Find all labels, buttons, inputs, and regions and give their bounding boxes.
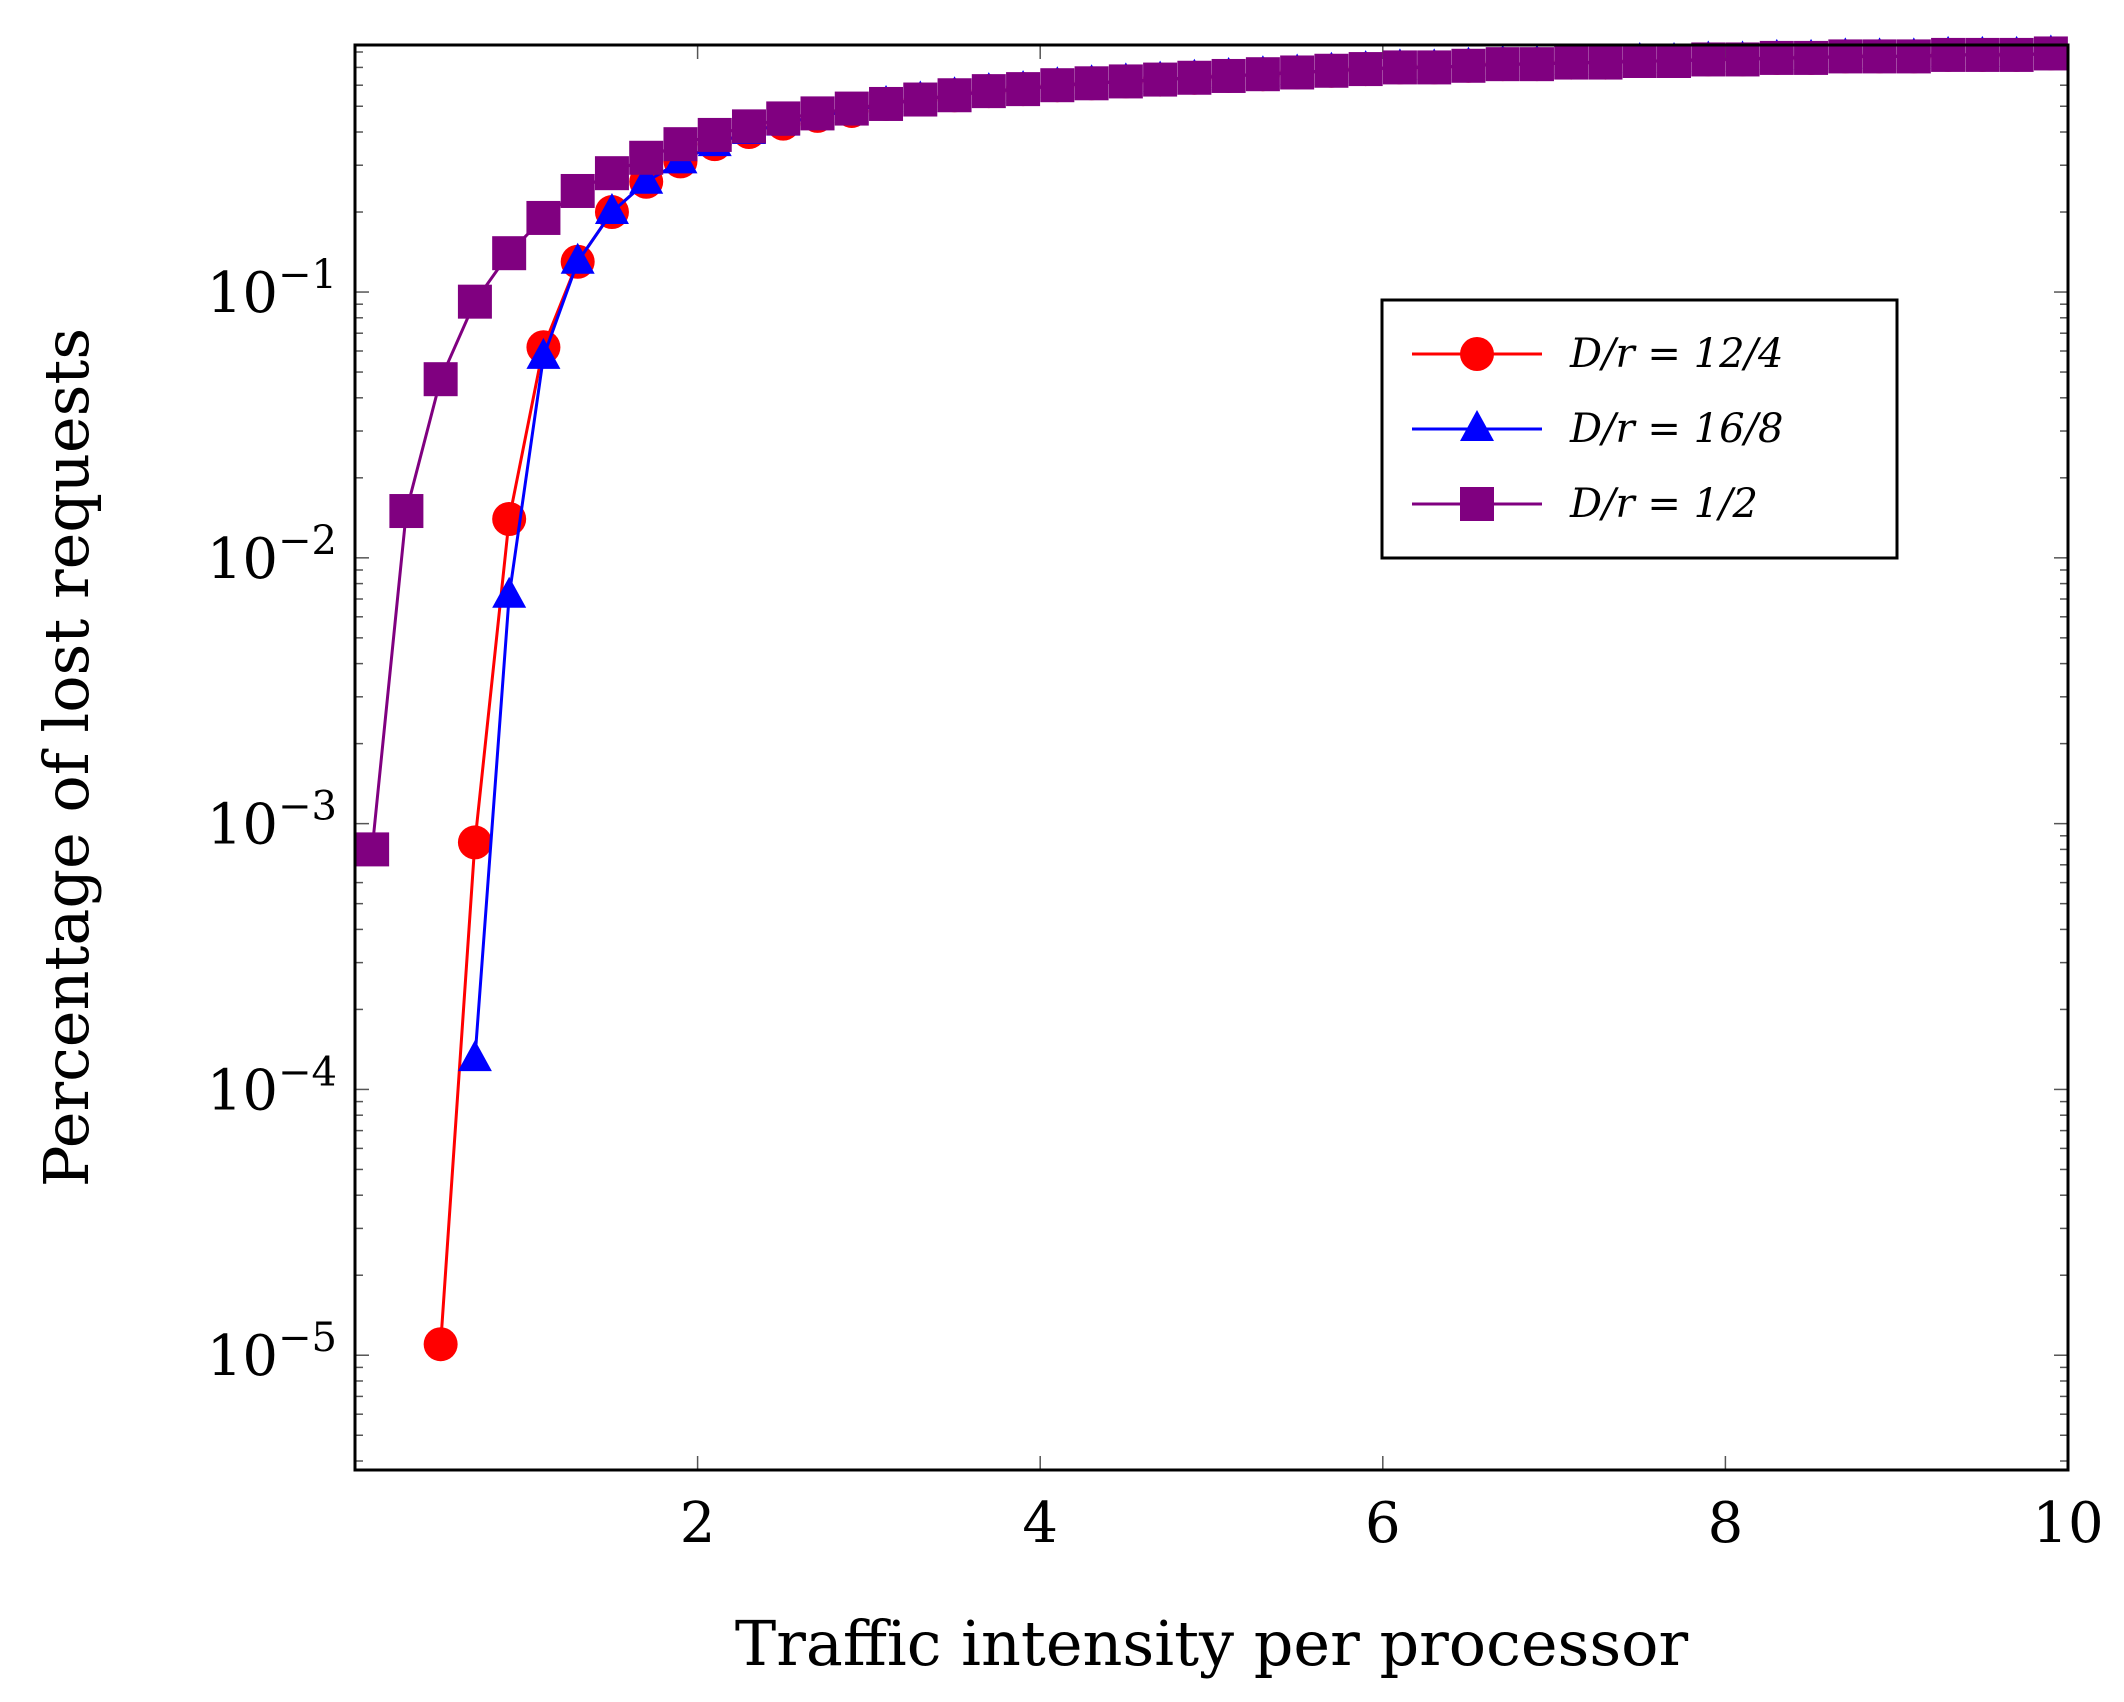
data-point [800,96,835,131]
y-tick-label: 10−5 [207,1315,337,1389]
data-point [1177,60,1212,95]
tick-labels: 2 4 6 8 10 10−5 10−4 10−3 10−2 10−1 [207,252,2104,1556]
data-point [869,86,904,121]
x-tick-label: 2 [680,1491,716,1556]
data-point [1725,42,1760,77]
data-point [423,362,458,397]
legend-label: D/r = 16/8 [1569,406,1783,452]
data-point [457,284,492,319]
data-point [1759,40,1794,75]
data-point [389,494,424,529]
series-3 [355,36,2068,867]
x-tick-label: 4 [1022,1491,1058,1556]
data-point [663,127,698,162]
data-point [560,242,595,274]
data-point [1554,45,1589,80]
data-point [1931,37,1966,72]
legend-marker [1460,410,1494,441]
data-point [1519,47,1554,82]
data-point [629,162,664,194]
data-point [1074,66,1109,101]
legend-marker [1460,487,1494,521]
x-axis-title: Traffic intensity per processor [735,1607,1689,1680]
data-point [457,1040,492,1072]
data-point [1108,64,1143,99]
x-tick-label: 10 [2032,1491,2103,1556]
data-point [1211,58,1246,93]
x-tick-label: 8 [1708,1491,1744,1556]
data-point [731,109,766,144]
data-point [1006,72,1041,107]
data-point [423,1327,458,1362]
legend: D/r = 12/4 D/r = 16/8 D/r = 1/2 [1380,298,1899,560]
data-point [1382,50,1417,85]
legend-item: D/r = 16/8 [1412,406,1783,452]
data-point [492,236,527,271]
data-point [1657,43,1692,78]
y-tick-label: 10−1 [207,252,337,326]
data-point [903,82,938,117]
data-point [629,140,664,175]
legend-item: D/r = 1/2 [1412,481,1758,527]
data-point [766,101,801,136]
data-point [1485,47,1520,82]
data-point [1143,62,1178,97]
data-point [560,173,595,208]
data-point [1965,37,2000,72]
data-point [594,193,629,225]
data-point [1588,45,1623,80]
data-point [1280,55,1315,90]
data-point [971,74,1006,109]
data-point [1245,57,1280,92]
legend-marker [1460,337,1494,371]
data-point [1040,68,1075,103]
plot-area-frame [353,43,2070,1472]
data-point [1794,40,1829,75]
y-tick-label: 10−3 [207,784,337,858]
data-point [1999,37,2034,72]
data-point [355,832,390,867]
data-point [1451,48,1486,83]
data-point [457,825,492,860]
data-point [1314,53,1349,88]
data-point [1417,50,1452,85]
data-point [1348,52,1383,87]
series-layer [355,34,2068,1362]
legend-label: D/r = 12/4 [1569,331,1783,377]
x-tick-label: 6 [1365,1491,1401,1556]
data-point [937,78,972,113]
y-axis-title: Percentage of lost requests [30,328,103,1187]
data-point [834,91,869,126]
y-tick-label: 10−2 [207,518,337,592]
data-point [1691,42,1726,77]
data-point [1622,43,1657,78]
legend-item: D/r = 12/4 [1412,331,1783,377]
y-tick-label: 10−4 [207,1049,337,1123]
data-point [526,200,561,235]
data-point [594,156,629,191]
data-point [697,117,732,152]
data-point [526,337,561,369]
data-point [2033,36,2068,71]
data-point [492,576,527,608]
legend-label: D/r = 1/2 [1569,481,1758,527]
